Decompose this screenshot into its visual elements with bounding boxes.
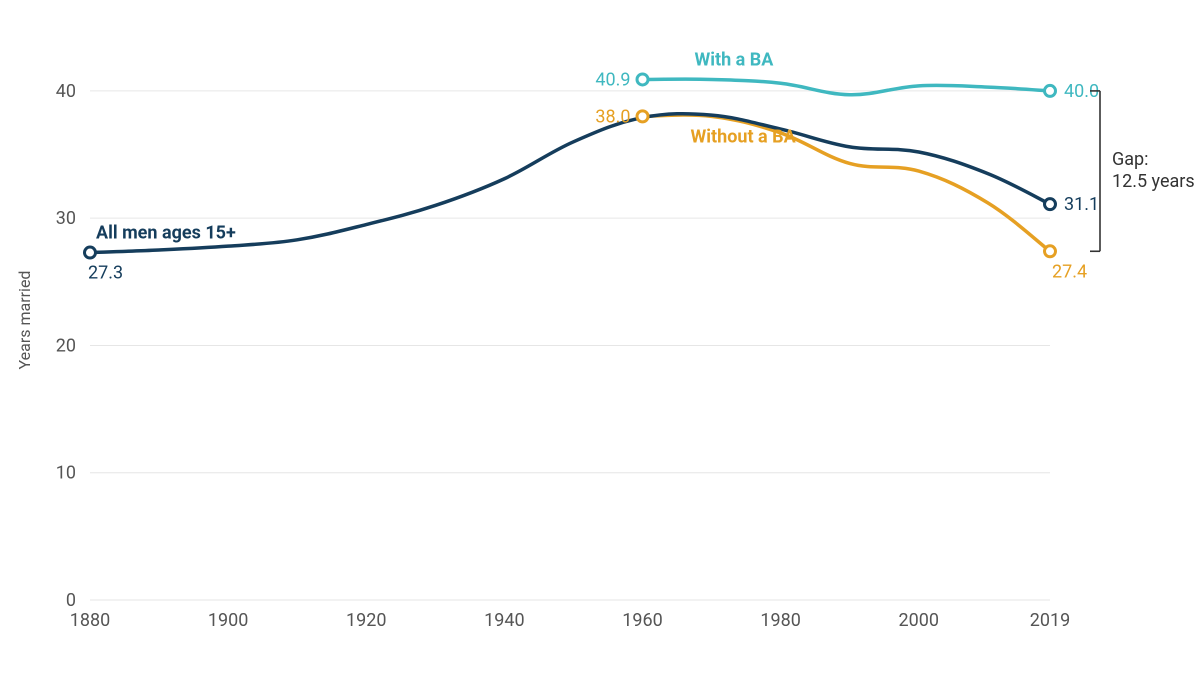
line-chart: 0 10 20 30 40 Years married 1880 1900 1920 1940 19… xyxy=(0,0,1200,674)
y-tick-label: 0 xyxy=(66,590,76,611)
x-tick-label: 2019 xyxy=(1030,610,1070,631)
gap-bracket xyxy=(1090,91,1100,251)
marker-without-ba-start xyxy=(637,111,648,122)
x-tick-label: 1880 xyxy=(70,610,110,631)
series-label-without-ba: Without a BA xyxy=(691,126,797,147)
value-with-ba-start: 40.9 xyxy=(595,69,630,90)
x-tick-label: 1920 xyxy=(346,610,386,631)
y-tick-label: 10 xyxy=(56,463,76,484)
x-tick-label: 1960 xyxy=(622,610,662,631)
series-label-with-ba: With a BA xyxy=(695,49,775,70)
value-all-men-start: 27.3 xyxy=(88,263,123,284)
series-label-all-men: All men ages 15+ xyxy=(96,223,236,244)
y-tick-label: 40 xyxy=(56,81,76,102)
marker-with-ba-end xyxy=(1045,85,1056,96)
value-without-ba-start: 38.0 xyxy=(595,106,630,127)
x-tick-label: 1900 xyxy=(208,610,248,631)
marker-without-ba-end xyxy=(1045,246,1056,257)
y-axis-label: Years married xyxy=(15,271,34,370)
value-all-men-end: 31.1 xyxy=(1064,194,1099,215)
y-tick-label: 20 xyxy=(56,335,76,356)
x-tick-label: 1940 xyxy=(484,610,524,631)
y-tick-label: 30 xyxy=(56,208,76,229)
marker-all-men-end xyxy=(1045,199,1056,210)
x-tick-label: 1980 xyxy=(760,610,800,631)
marker-with-ba-start xyxy=(637,74,648,85)
gap-label-line1: Gap: xyxy=(1112,149,1149,170)
value-without-ba-end: 27.4 xyxy=(1052,261,1087,282)
gap-label-line2: 12.5 years xyxy=(1112,171,1195,192)
chart-container: 0 10 20 30 40 Years married 1880 1900 1920 1940 19… xyxy=(0,0,1200,674)
marker-all-men-start xyxy=(85,247,96,258)
series-with_ba xyxy=(643,79,1050,95)
x-tick-label: 2000 xyxy=(899,610,939,631)
